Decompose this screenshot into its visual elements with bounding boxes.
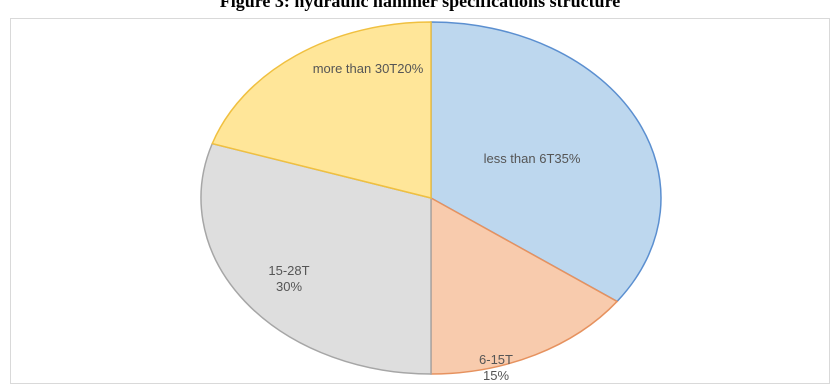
slice-label: less than 6T35% xyxy=(484,151,581,166)
slice-label: 6-15T 15% xyxy=(479,352,513,383)
slice-label-line: 30% xyxy=(276,279,302,294)
pie-slice xyxy=(430,21,662,303)
slice-label-line: more than 30T20% xyxy=(313,61,424,76)
slice-label-line: 15% xyxy=(483,368,509,383)
slice-label-line: 15-28T xyxy=(268,263,309,278)
slice-label-line: 6-15T xyxy=(479,352,513,367)
figure-title: Figure 3: hydraulic hammer specification… xyxy=(219,0,621,11)
pie-slice xyxy=(430,196,619,375)
pie-slices xyxy=(200,21,662,375)
slice-label-line: less than 6T35% xyxy=(484,151,581,166)
pie-slice xyxy=(211,21,432,199)
slice-label: 15-28T 30% xyxy=(268,263,309,294)
pie-labels: less than 6T35% 6-15T 15% 15-28T 30% more tha… xyxy=(268,61,580,383)
slice-label: more than 30T20% xyxy=(313,61,424,76)
pie-slice xyxy=(200,142,432,375)
